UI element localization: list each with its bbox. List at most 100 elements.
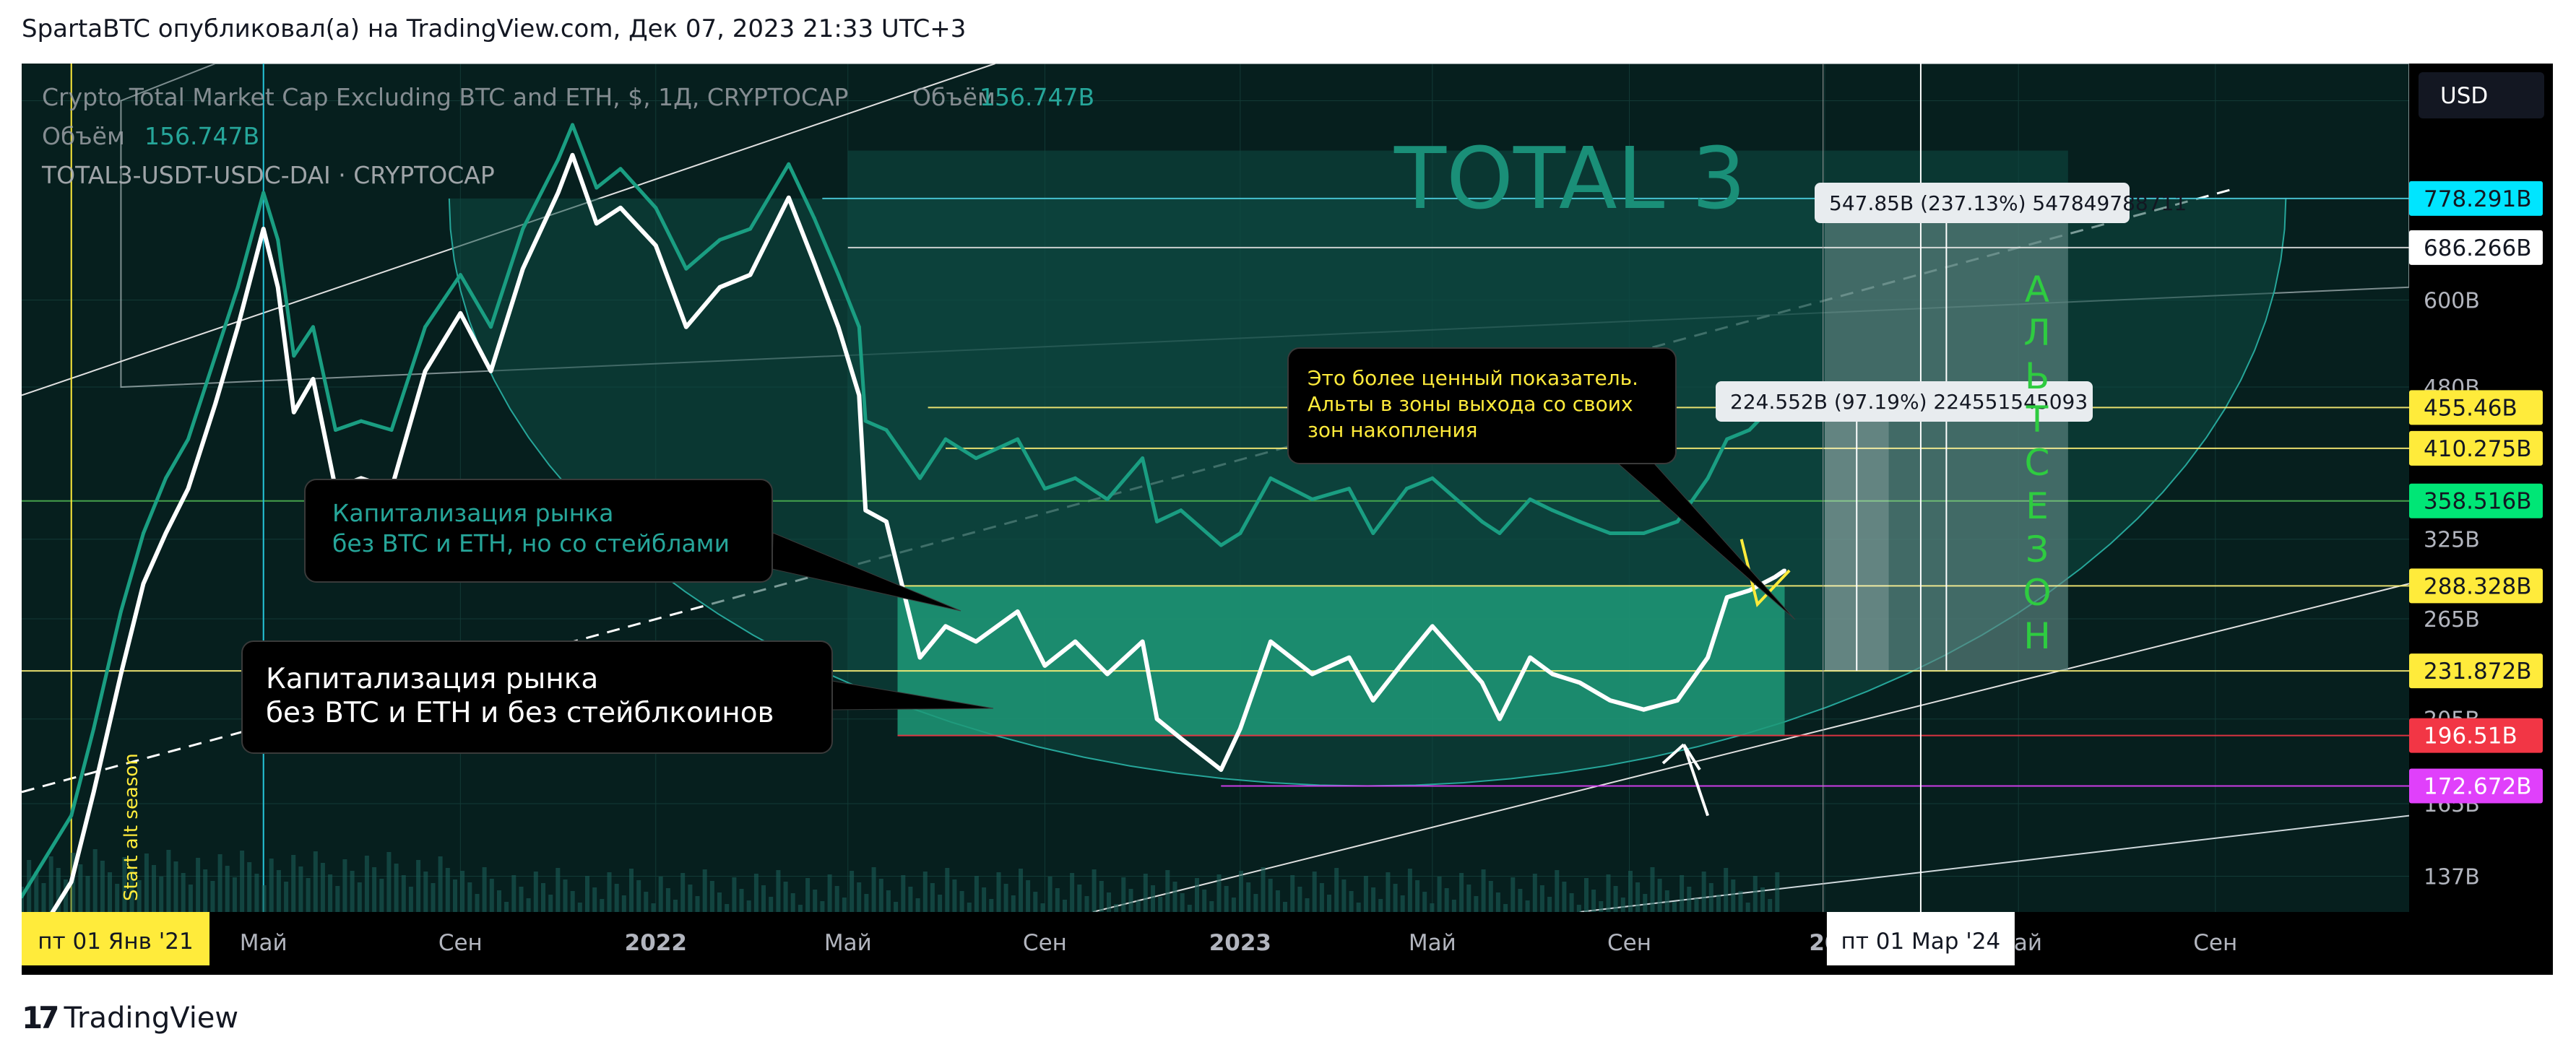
x-badge-1[interactable] [1826, 912, 2015, 965]
series-0-point-34 [918, 476, 922, 480]
series-1-point-23 [618, 206, 623, 210]
series-0-point-18 [488, 325, 493, 329]
price-badge-label-7: 196.51B [2424, 724, 2517, 750]
series-0-point-49 [1371, 531, 1375, 535]
tradingview-logo-icon[interactable]: 17 [22, 1000, 60, 1035]
price-badge-label-4: 358.516B [2424, 489, 2531, 515]
measurement-label-box-0 [1815, 183, 2130, 223]
price-badge-5[interactable] [2409, 568, 2543, 604]
series-1-point-36 [974, 639, 978, 643]
upper-channel-line [120, 64, 2409, 388]
series-1-point-28 [787, 196, 791, 200]
series-0-point-7 [213, 354, 217, 358]
x-badge-label-0: пт 01 Янв '21 [38, 929, 193, 955]
price-badge-2[interactable] [2409, 390, 2543, 425]
series-1-point-34 [918, 656, 922, 660]
series-1-point-11 [292, 410, 296, 414]
symbol-title: Crypto Total Market Cap Excluding BTC an… [42, 83, 848, 111]
alt-season-letter-8: Н [2023, 615, 2051, 657]
callout-with-stables-line2: без BTC и ETH, но со стейблами [332, 529, 730, 557]
y-tick-label-1: 600B [2424, 288, 2480, 313]
series-0-point-14 [359, 419, 363, 423]
series-0-point-56 [1578, 519, 1582, 524]
y-tick-label-7: 137B [2424, 864, 2480, 890]
series-0-point-26 [717, 238, 722, 242]
channel-bottom-line [1092, 583, 2409, 912]
series-0-point-27 [748, 227, 753, 231]
currency-button[interactable]: USD [2419, 72, 2544, 118]
series-0-point-11 [292, 354, 296, 358]
series-0-point-20 [556, 157, 561, 162]
series-1-point-49 [1371, 698, 1375, 703]
callout-without-stables[interactable]: Капитализация рынка без BTC и ETH и без … [241, 640, 833, 754]
series-0-point-33 [884, 427, 889, 432]
series-1-point-62 [1747, 588, 1752, 593]
price-badge-6[interactable] [2409, 653, 2543, 689]
x-tick-label-1: Сен [438, 930, 483, 956]
x-tick-label-4: Сен [1023, 930, 1067, 956]
series-0-point-16 [423, 325, 428, 329]
price-badge-8[interactable] [2409, 768, 2543, 804]
series-0-point-62 [1747, 427, 1752, 432]
series-1-point-64 [1783, 568, 1787, 573]
series-0-point-24 [654, 206, 658, 210]
x-tick-label-0: Май [240, 930, 288, 956]
price-badge-0[interactable] [2409, 181, 2543, 216]
series-1-point-4 [141, 581, 145, 586]
series-0-point-10 [276, 238, 280, 242]
series-0-point-45 [1238, 531, 1242, 535]
x-tick-label-10: Сен [2193, 930, 2237, 956]
series-1-point-43 [1179, 737, 1183, 741]
series-1-point-54 [1528, 656, 1532, 660]
callout-value-indicator[interactable]: Это более ценный показатель. Альты в зон… [1287, 347, 1677, 464]
callout-value-indicator-line2: Альты в зоны выхода со своих [1308, 392, 1633, 416]
price-badge-label-3: 410.275B [2424, 436, 2531, 462]
series-0-point-57 [1608, 531, 1612, 535]
series-1-point-61 [1725, 595, 1729, 599]
alt-season-letter-1: Л [2023, 312, 2051, 354]
y-tick-label-3: 325B [2424, 528, 2480, 553]
series-0-point-15 [389, 427, 394, 432]
series-0-point-8 [235, 285, 240, 290]
series-1-point-26 [717, 285, 722, 290]
price-badge-7[interactable] [2409, 718, 2543, 753]
series-1-point-45 [1238, 726, 1242, 731]
series-1-point-32 [863, 508, 868, 513]
series-1-point-16 [423, 369, 428, 373]
chart-watermark: TOTAL 3 [1393, 129, 1746, 228]
series-0-point-59 [1675, 519, 1680, 524]
white-arrow [1661, 743, 1710, 817]
start-alt-season-label: Start alt season [121, 753, 142, 901]
volume-inline-label: Объём [912, 83, 995, 111]
price-chart[interactable]: 547.85B (237.13%) 547849788711 224.552B (… [22, 64, 2553, 975]
tradingview-brand[interactable]: TradingView [64, 1001, 239, 1035]
alt-season-letter-6: З [2026, 529, 2049, 570]
callout-with-stables-line1: Капитализация рынка [332, 499, 613, 527]
x-tick-label-7: Сен [1607, 930, 1651, 956]
series-1-point-7 [213, 401, 217, 406]
price-badge-1[interactable] [2409, 230, 2543, 265]
series-1-point-30 [836, 325, 840, 329]
currency-label: USD [2440, 83, 2488, 109]
x-badge-0[interactable] [22, 912, 209, 965]
series-0-point-60 [1706, 476, 1710, 480]
price-badge-4[interactable] [2409, 483, 2543, 518]
x-tick-label-5: 2023 [1209, 930, 1271, 956]
series-1-point-8 [235, 325, 240, 329]
series-1-point-31 [857, 393, 861, 397]
series-0-point-19 [521, 227, 525, 231]
callout-with-stables[interactable]: Капитализация рынка без BTC и ETH, но со… [304, 479, 773, 583]
measurement-label-box-1 [1716, 381, 2093, 422]
second-symbol-title: TOTAL3-USDT-USDC-DAI · CRYPTOCAP [41, 161, 495, 189]
series-1-point-46 [1268, 639, 1273, 643]
series-1-point-53 [1497, 717, 1502, 721]
series-1-point-52 [1480, 680, 1484, 685]
series-0-point-55 [1550, 508, 1555, 513]
price-badge-3[interactable] [2409, 430, 2543, 466]
series-0-point-58 [1641, 531, 1646, 535]
series-0-point-43 [1179, 508, 1183, 513]
price-badge-label-1: 686.266B [2424, 235, 2531, 261]
series-0-point-25 [684, 266, 688, 271]
alt-season-letter-0: А [2025, 269, 2049, 310]
series-1-point-22 [595, 222, 599, 226]
